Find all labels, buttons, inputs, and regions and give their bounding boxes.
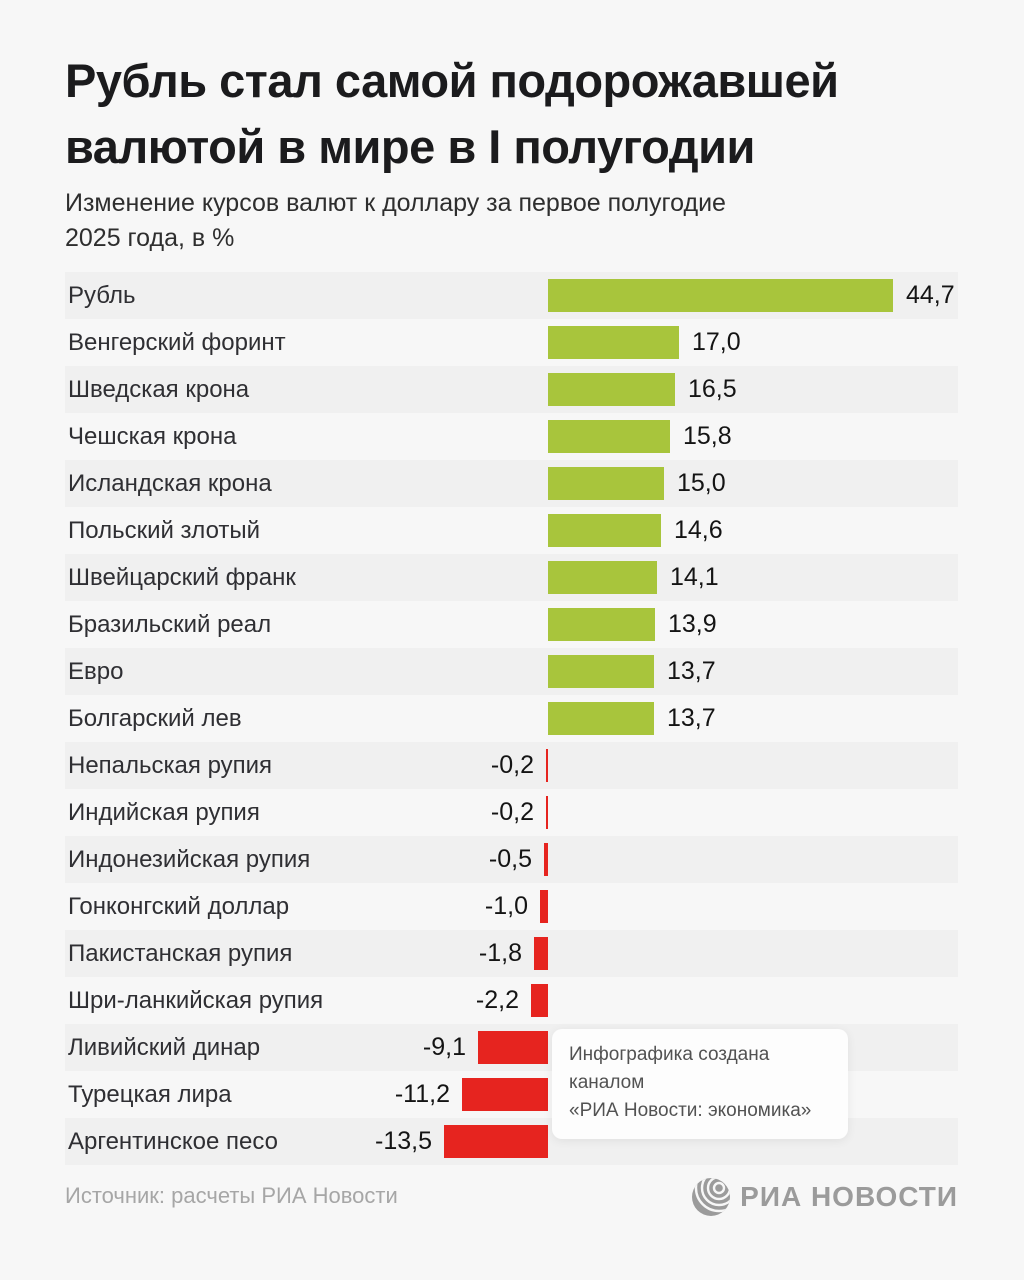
negative-bar <box>534 937 548 970</box>
chart-row: Турецкая лира -11,2 <box>65 1071 958 1118</box>
row-value: -1,8 <box>478 939 522 967</box>
negative-bar <box>546 749 548 782</box>
row-value: 13,9 <box>668 610 717 638</box>
page-subtitle: Изменение курсов валют к доллару за перв… <box>65 189 726 252</box>
row-label: Чешская крона <box>68 423 237 450</box>
positive-bar <box>548 326 679 359</box>
row-label: Евро <box>68 658 124 685</box>
row-label: Индонезийская рупия <box>68 846 311 873</box>
row-value: -0,2 <box>490 751 534 779</box>
row-value: -9,1 <box>422 1033 466 1061</box>
row-label: Шри-ланкийская рупия <box>68 987 324 1014</box>
row-label: Пакистанская рупия <box>68 940 293 967</box>
source-text: Источник: расчеты РИА Новости <box>65 1183 398 1208</box>
chart-row: Болгарский лев 13,7 <box>65 695 958 742</box>
row-value: 15,8 <box>683 422 732 450</box>
row-label: Венгерский форинт <box>68 329 286 356</box>
row-value: 15,0 <box>677 469 726 497</box>
chart-row: Индийская рупия -0,2 <box>65 789 958 836</box>
globe-icon <box>692 1178 731 1216</box>
negative-bar <box>444 1125 548 1158</box>
negative-bar <box>540 890 548 923</box>
annotation-text: Инфографика создана каналом «РИА Новости… <box>569 1044 812 1121</box>
row-label: Непальская рупия <box>68 752 273 779</box>
positive-bar <box>548 608 655 641</box>
chart-row: Евро 13,7 <box>65 648 958 695</box>
row-value: 16,5 <box>688 375 737 403</box>
logo-text: РИА НОВОСТИ <box>740 1181 958 1212</box>
row-label: Турецкая лира <box>68 1081 232 1108</box>
chart-row: Рубль 44,7 <box>65 272 958 319</box>
positive-bar <box>548 702 654 735</box>
chart-row: Швейцарский франк 14,1 <box>65 554 958 601</box>
annotation-card: Инфографика создана каналом «РИА Новости… <box>552 1029 848 1139</box>
row-value: 14,1 <box>670 563 719 591</box>
positive-bar <box>548 514 661 547</box>
chart-row: Бразильский реал 13,9 <box>65 601 958 648</box>
chart-row: Пакистанская рупия -1,8 <box>65 930 958 977</box>
chart-row: Индонезийская рупия -0,5 <box>65 836 958 883</box>
row-value: -13,5 <box>375 1127 432 1155</box>
negative-bar <box>546 796 548 829</box>
negative-bar <box>531 984 548 1017</box>
row-value: -0,2 <box>490 798 534 826</box>
ria-novosti-logo: РИА НОВОСТИ <box>692 1178 958 1216</box>
positive-bar <box>548 279 893 312</box>
row-label: Ливийский динар <box>68 1034 261 1061</box>
row-value: -1,0 <box>484 892 528 920</box>
positive-bar <box>548 655 654 688</box>
row-value: -0,5 <box>488 845 532 873</box>
row-label: Исландская крона <box>68 470 272 497</box>
row-value: 17,0 <box>692 328 741 356</box>
negative-bar <box>462 1078 548 1111</box>
row-value: 14,6 <box>674 516 723 544</box>
chart-row: Шведская крона 16,5 <box>65 366 958 413</box>
chart-row: Непальская рупия -0,2 <box>65 742 958 789</box>
row-label: Гонконгский доллар <box>68 893 290 920</box>
positive-bar <box>548 467 664 500</box>
row-value: 13,7 <box>667 657 716 685</box>
chart-row: Венгерский форинт 17,0 <box>65 319 958 366</box>
chart-row: Польский злотый 14,6 <box>65 507 958 554</box>
row-value: 44,7 <box>906 281 955 309</box>
row-label: Болгарский лев <box>68 705 242 732</box>
row-label: Рубль <box>68 282 136 309</box>
row-label: Шведская крона <box>68 376 250 403</box>
row-label: Аргентинское песо <box>68 1128 278 1155</box>
chart-row: Чешская крона 15,8 <box>65 413 958 460</box>
row-label: Бразильский реал <box>68 611 272 638</box>
negative-bar <box>478 1031 548 1064</box>
row-value: -2,2 <box>475 986 519 1014</box>
positive-bar <box>548 373 675 406</box>
positive-bar <box>548 420 670 453</box>
row-value: 13,7 <box>667 704 716 732</box>
row-value: -11,2 <box>394 1080 450 1108</box>
row-label: Польский злотый <box>68 517 261 544</box>
chart-row: Шри-ланкийская рупия -2,2 <box>65 977 958 1024</box>
chart-row: Исландская крона 15,0 <box>65 460 958 507</box>
chart-row: Гонконгский доллар -1,0 <box>65 883 958 930</box>
row-label: Швейцарский франк <box>68 564 296 591</box>
negative-bar <box>544 843 548 876</box>
row-label: Индийская рупия <box>68 799 260 826</box>
positive-bar <box>548 561 657 594</box>
page-title: Рубль стал самой подорожавшей валютой в … <box>65 54 839 173</box>
